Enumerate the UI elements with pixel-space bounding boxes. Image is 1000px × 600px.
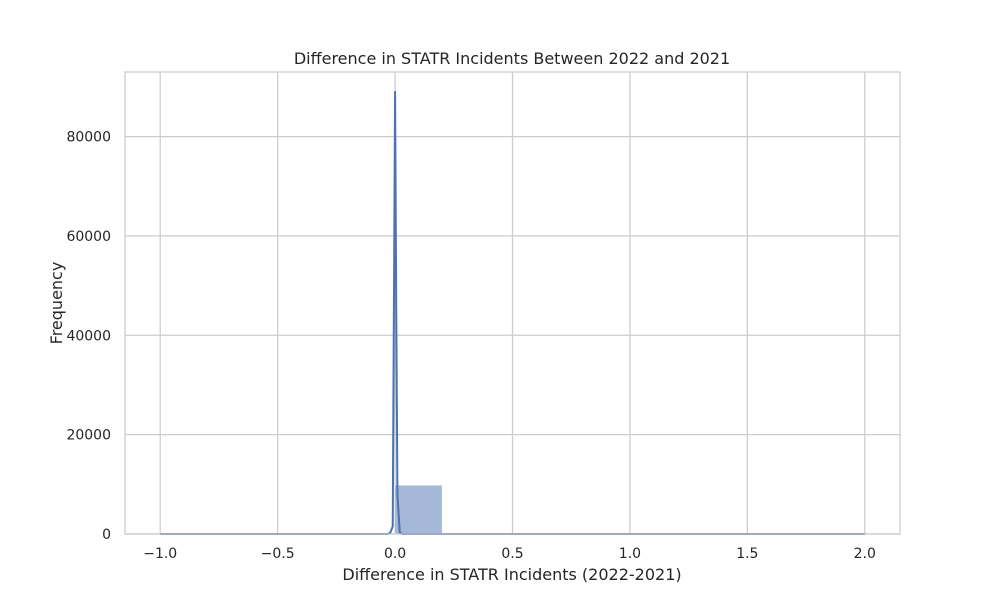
y-tick-label: 40000 — [66, 328, 111, 344]
x-axis-ticks: −1.0 −0.5 0.0 0.5 1.0 1.5 2.0 — [143, 546, 876, 562]
chart-title: Difference in STATR Incidents Between 20… — [294, 49, 730, 68]
y-tick-label: 80000 — [66, 130, 111, 146]
plot-area-frame — [124, 71, 901, 535]
y-axis-label: Frequency — [47, 262, 66, 345]
x-tick-label: −0.5 — [261, 546, 295, 562]
x-tick-label: −1.0 — [143, 546, 177, 562]
histogram-bar — [394, 485, 443, 535]
y-tick-label: 0 — [102, 527, 111, 543]
x-axis-label: Difference in STATR Incidents (2022-2021… — [342, 565, 681, 584]
x-tick-label: 0.5 — [501, 546, 523, 562]
y-tick-label: 60000 — [66, 229, 111, 245]
x-tick-label: 2.0 — [854, 546, 876, 562]
x-tick-label: 0.0 — [384, 546, 406, 562]
x-tick-label: 1.0 — [619, 546, 641, 562]
grid-lines — [125, 72, 900, 535]
histogram-bars — [394, 485, 866, 535]
y-axis-ticks: 0 20000 40000 60000 80000 — [66, 130, 111, 543]
y-tick-label: 20000 — [66, 428, 111, 444]
x-tick-label: 1.5 — [736, 546, 758, 562]
